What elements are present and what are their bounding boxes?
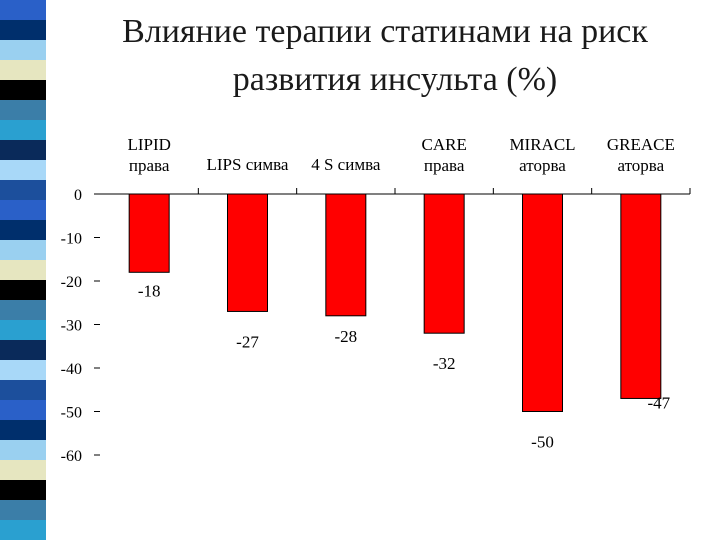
stripe-gap: [46, 24, 68, 36]
stripe-gap: [46, 84, 68, 96]
data-label: -27: [236, 332, 259, 351]
stripe-block: [0, 40, 46, 60]
bar: [423, 193, 465, 334]
category-label: MIRACL: [509, 135, 575, 154]
bar: [620, 193, 662, 399]
stripe-gap: [46, 384, 68, 396]
stripe-gap: [46, 404, 68, 416]
stripe-gap: [46, 4, 68, 16]
title-line-1: Влияние терапии статинами на риск: [122, 13, 648, 50]
stripe-gap: [46, 424, 68, 436]
stripe-gap: [46, 364, 68, 376]
stripe-gap: [46, 104, 68, 116]
bar: [128, 193, 170, 273]
stripe-block: [0, 80, 46, 100]
data-label: -47: [647, 393, 670, 412]
stripe-block: [0, 20, 46, 40]
stripe-gap: [46, 464, 68, 476]
stripe-block: [0, 100, 46, 120]
category-label: CARE: [421, 135, 466, 154]
stripe-block: [0, 140, 46, 160]
stripe-gap: [46, 164, 68, 176]
stripe-gap: [46, 264, 68, 276]
decorative-stripe: [0, 0, 68, 540]
stripe-block: [0, 520, 46, 540]
stripe-gap: [46, 284, 68, 296]
stripe-block: [0, 360, 46, 380]
stripe-block: [0, 160, 46, 180]
stripe-block: [0, 60, 46, 80]
stripe-gap: [46, 44, 68, 56]
stripe-block: [0, 0, 46, 20]
stripe-gap: [46, 204, 68, 216]
stripe-block: [0, 260, 46, 280]
stripe-block: [0, 420, 46, 440]
data-label: -28: [334, 327, 357, 346]
slide-title: Влияние терапии статинами на риск развит…: [60, 8, 710, 104]
title-line-2: развития инсульта (%): [232, 61, 558, 98]
category-label: права: [424, 156, 465, 175]
y-tick-label: -30: [61, 318, 82, 335]
category-label: аторва: [617, 156, 664, 175]
data-label: -18: [138, 281, 161, 300]
y-tick-label: -10: [61, 231, 82, 248]
stripe-gap: [46, 524, 68, 536]
stripe-block: [0, 280, 46, 300]
y-tick-label: -40: [61, 361, 82, 378]
stripe-block: [0, 440, 46, 460]
bar: [522, 193, 563, 412]
category-label: GREACE: [607, 135, 675, 154]
stripe-gap: [46, 124, 68, 136]
stripe-block: [0, 120, 46, 140]
category-label: LIPID: [127, 135, 170, 154]
y-tick-label: -20: [61, 274, 82, 291]
category-label: 4 S симва: [311, 155, 381, 174]
stripe-gap: [46, 64, 68, 76]
category-label: права: [129, 156, 170, 175]
stripe-gap: [46, 324, 68, 336]
bar: [227, 193, 268, 312]
stripe-block: [0, 480, 46, 500]
stripe-block: [0, 340, 46, 360]
stripe-gap: [46, 144, 68, 156]
stripe-block: [0, 380, 46, 400]
stripe-gap: [46, 504, 68, 516]
y-tick-label: -60: [61, 448, 82, 465]
data-label: -50: [531, 433, 554, 452]
stripe-block: [0, 300, 46, 320]
category-label: аторва: [519, 156, 566, 175]
stripe-gap: [46, 444, 68, 456]
stripe-block: [0, 500, 46, 520]
stripe-gap: [46, 224, 68, 236]
stripe-gap: [46, 304, 68, 316]
y-tick-label: 0: [74, 187, 82, 204]
stripe-block: [0, 320, 46, 340]
stripe-block: [0, 200, 46, 220]
stripe-gap: [46, 184, 68, 196]
y-tick-label: -50: [61, 405, 82, 422]
stripe-gap: [46, 244, 68, 256]
stripe-block: [0, 240, 46, 260]
stripe-block: [0, 220, 46, 240]
data-label: -32: [433, 354, 456, 373]
bar: [325, 193, 367, 317]
category-label: LIPS симва: [207, 155, 289, 174]
stripe-block: [0, 460, 46, 480]
stripe-block: [0, 180, 46, 200]
stripe-gap: [46, 344, 68, 356]
stripe-block: [0, 400, 46, 420]
stripe-gap: [46, 484, 68, 496]
